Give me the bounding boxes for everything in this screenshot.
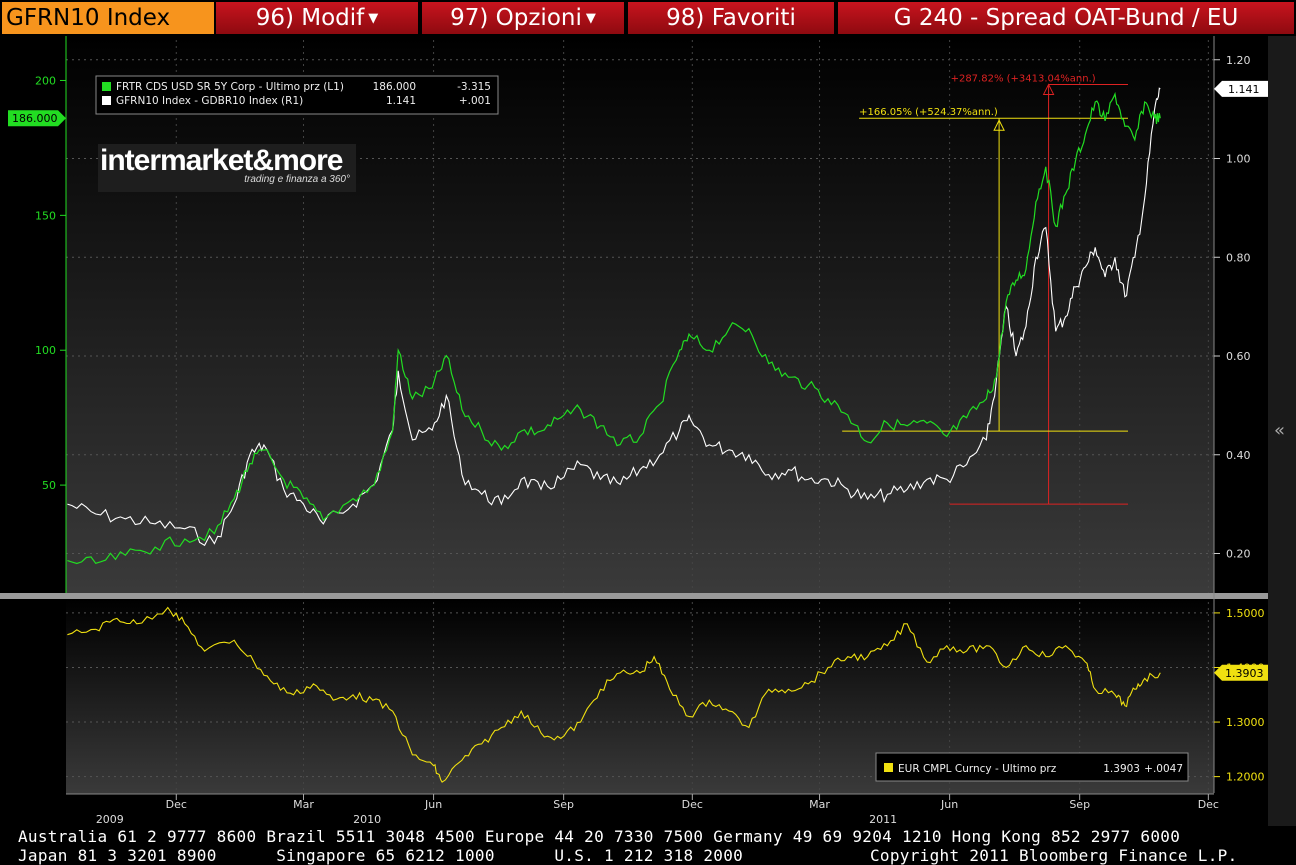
left-last-value-label: 186.000: [12, 112, 58, 125]
series-line-eur: [67, 606, 1161, 783]
lower-last-value-label: 1.3903: [1225, 667, 1264, 680]
chart-title: G 240 - Spread OAT-Bund / EU: [838, 2, 1294, 34]
menu-modify-label: 96) Modif: [255, 5, 365, 31]
lower-gridlines: [66, 602, 1214, 793]
legend-series-name: GFRN10 Index - GDBR10 Index (R1): [116, 95, 303, 107]
legend-box: [95, 75, 499, 115]
x-axis: Dec Mar Jun Sep Dec Mar Jun Sep Dec 2009 2010 2011: [66, 793, 1219, 826]
toolbar: GFRN10 Index 96) Modif ▼ 97) Opzioni ▼ 98)…: [0, 0, 1296, 36]
footer-line-1: Australia 61 2 9777 8600 Brazil 5511 304…: [18, 827, 1181, 846]
legend-series-name: FRTR CDS USD SR 5Y Corp - Ultimo prz (L1…: [116, 81, 344, 93]
footer-copyright: Copyright 2011 Bloomberg Finance L.P.: [870, 846, 1238, 865]
lower-series: [67, 606, 1161, 783]
lower-axis-tick-label: 1.5000: [1226, 607, 1265, 620]
annotation-yellow-label: +166.05% (+524.37%ann.): [859, 107, 998, 118]
annotation-yellow-arrow: [993, 119, 1005, 131]
x-axis-month-label: Jun: [940, 798, 958, 811]
left-axis-tick-label: 100: [35, 344, 56, 357]
series-line-cds: [67, 91, 1161, 565]
right-axis: 0.20 0.40 0.60 0.80 1.00 1.20 1.141: [1214, 54, 1268, 561]
legend-swatch: [102, 96, 111, 105]
logo-main-text: intermarket&more: [100, 144, 343, 177]
footer-contacts: Australia 61 2 9777 8600 Brazil 5511 304…: [0, 826, 1296, 865]
right-axis-tick-label: 0.40: [1226, 449, 1251, 462]
x-axis-month-label: Jun: [424, 798, 442, 811]
collapse-chevron-icon[interactable]: «: [1274, 420, 1286, 441]
left-axis: 50 100 150 200 186.000: [8, 74, 66, 492]
chevron-down-icon: ▼: [585, 10, 596, 26]
x-axis-year-label: 2010: [353, 813, 381, 826]
annotation-red-arrow: [1042, 83, 1055, 95]
right-axis-tick-label: 1.00: [1226, 153, 1251, 166]
x-axis-month-label: Mar: [293, 798, 314, 811]
right-axis-tick-label: 1.20: [1226, 54, 1251, 67]
chart-annotations: +287.82% (+3413.04%ann.) +166.05% (+524.3…: [842, 73, 1128, 505]
lower-axis-tick-label: 1.3000: [1226, 716, 1265, 729]
left-axis-tick-label: 200: [35, 74, 56, 87]
legend-series-name: EUR CMPL Curncy - Ultimo prz: [898, 763, 1057, 775]
logo-tagline: trading e finanza a 360°: [244, 174, 350, 185]
right-axis-tick-label: 0.80: [1226, 251, 1251, 264]
x-axis-month-label: Dec: [1198, 798, 1219, 811]
chart-area[interactable]: 50 100 150 200 186.000 0.20 0.40 0.60 0.80 1.00 1…: [0, 36, 1296, 826]
intermarket-logo: intermarket&more trading e finanza a 360…: [98, 144, 356, 192]
left-axis-tick-label: 50: [42, 479, 56, 492]
panel-divider[interactable]: [0, 593, 1268, 599]
footer-line-2: Japan 81 3 3201 8900 Singapore 65 6212 1…: [18, 846, 744, 865]
legend-change: -3.315: [457, 81, 491, 93]
upper-series: [67, 87, 1161, 565]
x-axis-year-label: 2009: [96, 813, 124, 826]
lower-legend: EUR CMPL Curncy - Ultimo prz 1.3903 +.0047: [875, 752, 1189, 782]
lower-last-value-badge: [1214, 664, 1268, 681]
menu-options-label: 97) Opzioni: [450, 5, 582, 31]
legend-box: [875, 752, 1189, 782]
x-axis-month-label: Mar: [809, 798, 830, 811]
legend-last-value: 1.3903: [1103, 763, 1140, 775]
x-axis-year-label: 2011: [869, 813, 897, 826]
menu-modify-button[interactable]: 96) Modif ▼: [216, 2, 418, 34]
left-last-value-badge: [8, 110, 66, 127]
lower-axis-tick-label: 1.2000: [1226, 771, 1265, 784]
x-axis-month-label: Dec: [166, 798, 187, 811]
legend-change: +.001: [459, 95, 491, 107]
right-last-value-badge: [1214, 80, 1268, 97]
ticker-field[interactable]: GFRN10 Index: [2, 2, 214, 34]
menu-favorites-button[interactable]: 98) Favoriti: [628, 2, 834, 34]
chevron-down-icon: ▼: [368, 10, 379, 26]
annotation-red-label: +287.82% (+3413.04%ann.): [951, 73, 1096, 84]
legend-swatch: [884, 763, 893, 772]
legend-last-value: 186.000: [373, 81, 416, 93]
right-last-value-label: 1.141: [1228, 83, 1260, 96]
legend-swatch: [102, 82, 111, 91]
right-axis-tick-label: 0.60: [1226, 350, 1251, 363]
series-line-spread: [67, 87, 1161, 547]
side-collapse-bar[interactable]: [1268, 36, 1296, 826]
left-axis-tick-label: 150: [35, 209, 56, 222]
legend-change: +.0047: [1144, 763, 1183, 775]
x-axis-month-label: Dec: [682, 798, 703, 811]
upper-gridlines: [66, 40, 1214, 593]
menu-favorites-label: 98) Favoriti: [666, 5, 796, 31]
upper-panel-bg: [66, 36, 1214, 593]
right-axis-tick-label: 0.20: [1226, 548, 1251, 561]
x-axis-month-label: Sep: [1069, 798, 1090, 811]
x-axis-month-label: Sep: [553, 798, 574, 811]
legend-last-value: 1.141: [386, 95, 416, 107]
upper-legend: FRTR CDS USD SR 5Y Corp - Ultimo prz (L1…: [95, 75, 499, 115]
menu-options-button[interactable]: 97) Opzioni ▼: [422, 2, 624, 34]
